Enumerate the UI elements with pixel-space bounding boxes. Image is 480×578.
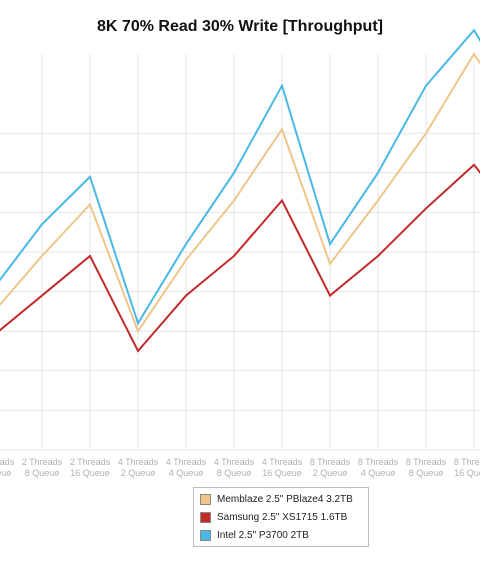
x-tick-label: 8 Threads 8 Queue [406, 457, 447, 478]
x-tick-label: 4 Threads 16 Queue [262, 457, 303, 478]
series-line-1 [0, 163, 480, 353]
series-line-0 [0, 52, 480, 334]
x-tick-label: 2 Threads 16 Queue [70, 457, 111, 478]
x-tick-label: 8 Threads 4 Queue [358, 457, 399, 478]
x-tick-label: 4 Threads 4 Queue [166, 457, 207, 478]
x-tick-label: 4 Threads 8 Queue [214, 457, 255, 478]
legend-label: Intel 2.5" P3700 2TB [217, 529, 309, 541]
legend-item: Memblaze 2.5" PBlaze4 3.2TB [200, 491, 353, 507]
grid-lines [0, 54, 480, 451]
x-tick-label: 8 Threads 2 Queue [310, 457, 351, 478]
legend: Memblaze 2.5" PBlaze4 3.2TB Samsung 2.5" … [193, 487, 369, 547]
chart-title: 8K 70% Read 30% Write [Throughput] [97, 18, 383, 35]
legend-item: Intel 2.5" P3700 2TB [200, 527, 309, 543]
x-tick-label: 2 Threads 8 Queue [22, 457, 63, 478]
series-line-2 [0, 28, 480, 326]
legend-label: Samsung 2.5" XS1715 1.6TB [217, 511, 348, 523]
legend-swatch [200, 493, 211, 505]
legend-swatch [200, 511, 211, 523]
x-tick-label: 4 Threads 2 Queue [118, 457, 159, 478]
legend-label: Memblaze 2.5" PBlaze4 3.2TB [217, 493, 353, 505]
series-lines [0, 28, 480, 353]
legend-item: Samsung 2.5" XS1715 1.6TB [200, 509, 347, 525]
legend-swatch [200, 529, 211, 541]
